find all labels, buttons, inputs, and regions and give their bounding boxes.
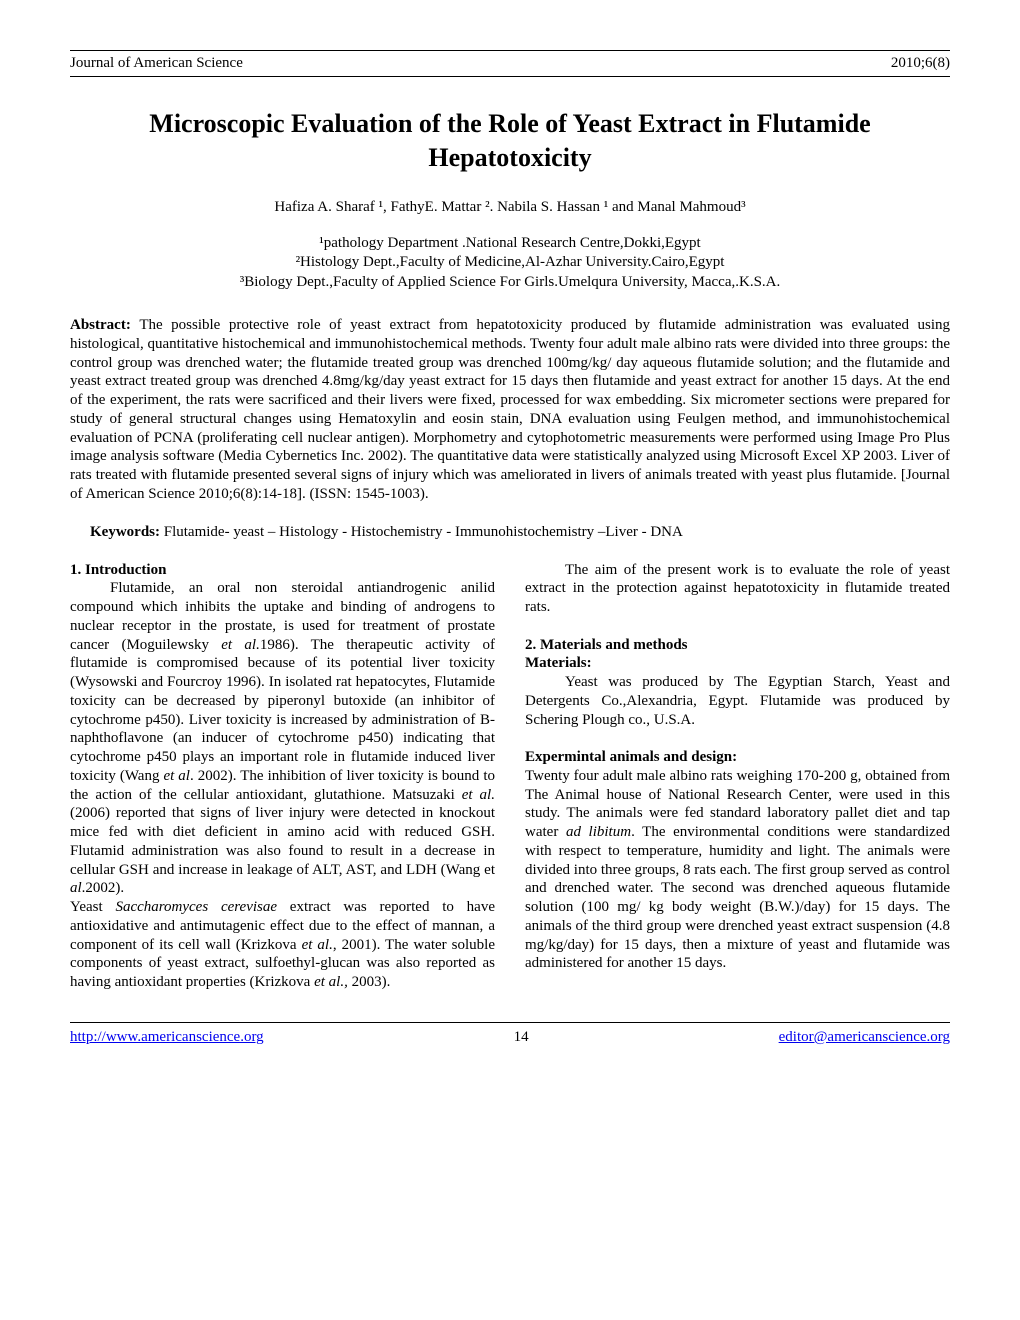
aim-text: The aim of the present work is to evalua… — [525, 562, 950, 616]
affiliation-3: ³Biology Dept.,Faculty of Applied Scienc… — [70, 273, 950, 293]
body-columns: 1. Introduction Flutamide, an oral non s… — [70, 561, 950, 992]
intro-p2-ital1: Saccharomyces cerevisae — [115, 899, 277, 915]
intro-p2-part1: Yeast — [70, 899, 115, 915]
keywords-text: Flutamide- yeast – Histology - Histochem… — [164, 524, 683, 540]
experimental-heading: Expermintal animals and design: — [525, 748, 950, 767]
intro-p2-ital2: et al. — [302, 937, 333, 953]
aim-paragraph: The aim of the present work is to evalua… — [525, 561, 950, 617]
intro-p2-ital3: et al., — [314, 974, 348, 990]
header-row: Journal of American Science 2010;6(8) — [70, 55, 950, 72]
intro-paragraph-1: Flutamide, an oral non steroidal antiand… — [70, 579, 495, 898]
intro-p1-ital3: et al. — [462, 787, 495, 803]
affiliation-2: ²Histology Dept.,Faculty of Medicine,Al-… — [70, 253, 950, 273]
intro-paragraph-2: Yeast Saccharomyces cerevisae extract wa… — [70, 898, 495, 992]
materials-heading: Materials: — [525, 654, 950, 673]
intro-p1-ital2: et al — [163, 768, 190, 784]
exp-ital: ad libitum — [566, 824, 631, 840]
materials-text: Yeast was produced by The Egyptian Starc… — [525, 674, 950, 728]
footer-row: http://www.americanscience.org 14 editor… — [70, 1029, 950, 1046]
abstract-text: The possible protective role of yeast ex… — [70, 317, 950, 502]
intro-p1-part4: (2006) reported that signs of liver inju… — [70, 805, 495, 877]
intro-p1-ital4: al — [70, 880, 82, 896]
left-column: 1. Introduction Flutamide, an oral non s… — [70, 561, 495, 992]
article-title: Microscopic Evaluation of the Role of Ye… — [70, 107, 950, 175]
intro-p1-ital1: et al. — [221, 637, 260, 653]
page-number: 14 — [514, 1029, 529, 1046]
authors: Hafiza A. Sharaf ¹, FathyE. Mattar ². Na… — [70, 199, 950, 216]
journal-name: Journal of American Science — [70, 55, 243, 72]
introduction-heading: 1. Introduction — [70, 561, 495, 580]
keywords-label: Keywords: — [90, 524, 164, 540]
footer-url[interactable]: http://www.americanscience.org — [70, 1029, 264, 1046]
header-rule-top — [70, 50, 950, 51]
intro-p1-part2: 1986). The therapeutic activity of fluta… — [70, 637, 495, 784]
journal-issue: 2010;6(8) — [891, 55, 950, 72]
abstract-label: Abstract: — [70, 317, 139, 333]
affiliations: ¹pathology Department .National Research… — [70, 234, 950, 293]
affiliation-1: ¹pathology Department .National Research… — [70, 234, 950, 254]
footer-rule — [70, 1022, 950, 1023]
abstract: Abstract: The possible protective role o… — [70, 316, 950, 504]
footer-email[interactable]: editor@americanscience.org — [779, 1029, 950, 1046]
experimental-paragraph: Twenty four adult male albino rats weigh… — [525, 767, 950, 973]
intro-p2-part4: 2003). — [348, 974, 391, 990]
exp-part2: . The environmental conditions were stan… — [525, 824, 950, 971]
right-column: The aim of the present work is to evalua… — [525, 561, 950, 992]
keywords: Keywords: Flutamide- yeast – Histology -… — [70, 524, 950, 541]
intro-p1-part5: .2002). — [82, 880, 125, 896]
materials-paragraph: Yeast was produced by The Egyptian Starc… — [525, 673, 950, 729]
methods-heading: 2. Materials and methods — [525, 636, 950, 655]
header-rule-bottom — [70, 76, 950, 77]
